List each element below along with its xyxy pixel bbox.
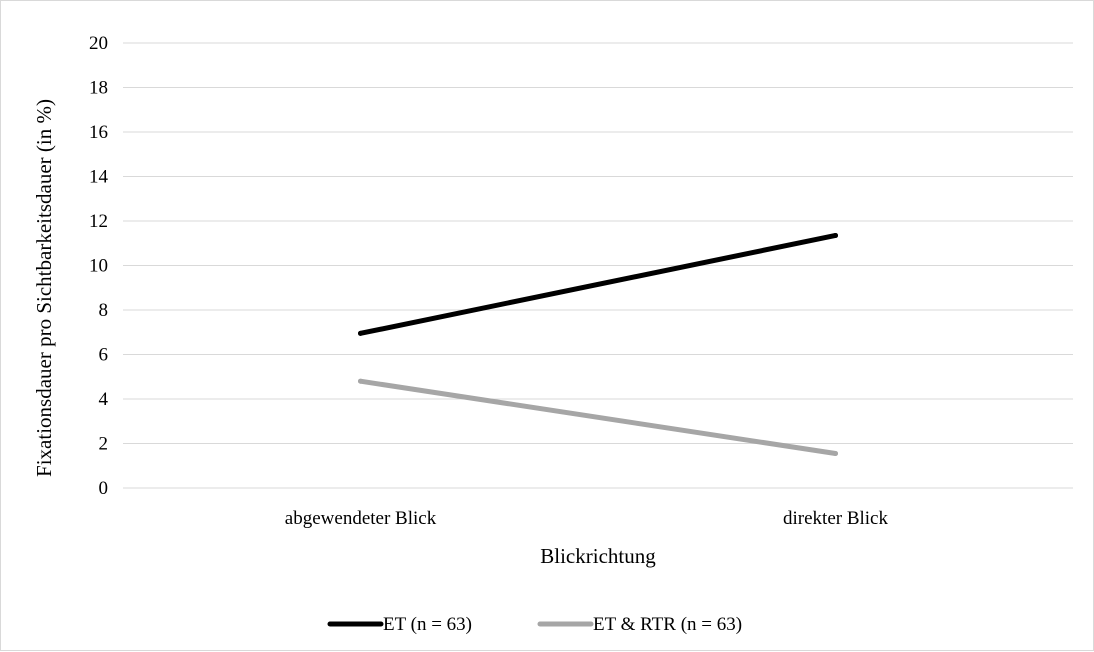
legend-label: ET & RTR (n = 63) <box>593 614 742 635</box>
x-axis-title: Blickrichtung <box>540 544 656 568</box>
x-tick-labels: abgewendeter Blick direkter Blick <box>285 508 889 529</box>
y-tick-label: 10 <box>89 256 108 277</box>
data-point <box>833 232 838 238</box>
legend: ET (n = 63) ET & RTR (n = 63) <box>327 614 742 635</box>
y-tick-label: 16 <box>89 122 108 143</box>
y-tick-label: 2 <box>99 434 109 455</box>
y-tick-label: 4 <box>99 389 109 410</box>
y-tick-label: 12 <box>89 211 108 232</box>
data-point <box>358 378 363 384</box>
y-tick-label: 18 <box>89 78 108 99</box>
y-tick-label: 0 <box>99 478 109 499</box>
data-point <box>358 330 363 336</box>
y-axis-title: Fixationsdauer pro Sichtbarkeitsdauer (i… <box>32 99 56 477</box>
gridlines <box>123 42 1073 489</box>
legend-label: ET (n = 63) <box>383 614 472 635</box>
y-tick-label: 6 <box>99 345 109 366</box>
x-tick-label: abgewendeter Blick <box>285 508 437 529</box>
y-tick-label: 8 <box>99 300 109 321</box>
data-point <box>833 451 838 457</box>
y-tick-labels: 0 2 4 6 8 10 12 14 16 18 20 <box>89 33 109 499</box>
series-line-2 <box>358 378 838 457</box>
y-tick-label: 14 <box>89 167 109 188</box>
series-lines <box>358 232 838 457</box>
x-tick-label: direkter Blick <box>783 508 888 529</box>
series-line-1 <box>358 232 838 336</box>
y-tick-label: 20 <box>89 33 108 54</box>
